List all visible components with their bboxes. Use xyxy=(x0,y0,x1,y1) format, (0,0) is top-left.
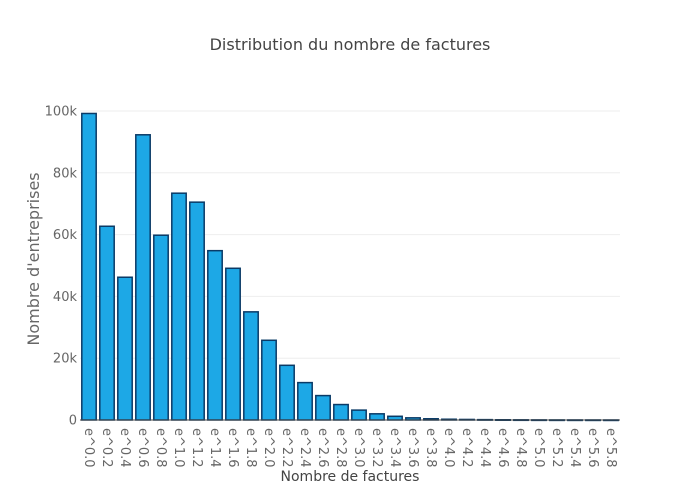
x-tick-label: e^1.8 xyxy=(243,428,258,468)
bar xyxy=(297,381,313,421)
x-tick-label: e^0.6 xyxy=(135,428,150,468)
x-tick-label: e^3.2 xyxy=(369,428,384,468)
x-tick-label: e^2.8 xyxy=(333,428,348,468)
bar xyxy=(315,394,331,421)
x-tick-label: e^0.4 xyxy=(117,428,132,468)
x-tick-label: e^1.6 xyxy=(225,428,240,468)
x-tick-label: e^0.0 xyxy=(81,428,96,468)
bars xyxy=(80,112,620,422)
y-tick-label: 60k xyxy=(53,228,78,243)
bar xyxy=(333,403,349,421)
chart-title: Distribution du nombre de factures xyxy=(210,35,491,54)
x-tick-label: e^5.4 xyxy=(567,428,582,468)
x-tick-label: e^2.6 xyxy=(315,428,330,468)
y-axis-title: Nombre d'entreprises xyxy=(24,172,43,345)
y-tick-label: 20k xyxy=(53,352,78,367)
x-tick-label: e^5.0 xyxy=(531,428,546,468)
x-tick-label: e^3.8 xyxy=(423,428,438,468)
bar xyxy=(351,409,367,421)
x-tick-label: e^4.4 xyxy=(477,428,492,468)
bar xyxy=(135,134,151,421)
bar xyxy=(225,267,241,421)
x-tick-label: e^1.4 xyxy=(207,428,222,468)
y-tick-label: 40k xyxy=(53,290,78,305)
x-tick-label: e^4.6 xyxy=(495,428,510,468)
x-tick-label: e^2.4 xyxy=(297,428,312,468)
x-tick-label: e^5.2 xyxy=(549,428,564,468)
y-tick-label: 0 xyxy=(69,414,77,429)
y-tick-label: 100k xyxy=(45,105,78,120)
bar xyxy=(153,234,169,421)
x-tick-label: e^2.0 xyxy=(261,428,276,468)
bar xyxy=(243,311,259,421)
bar xyxy=(171,192,187,421)
bar xyxy=(387,415,403,421)
x-tick-label: e^5.8 xyxy=(603,428,618,468)
x-axis-title: Nombre de factures xyxy=(281,469,420,485)
x-tick-label: e^2.2 xyxy=(279,428,294,468)
y-tick-label: 80k xyxy=(53,166,78,181)
bar xyxy=(261,339,277,421)
x-tick-label: e^1.2 xyxy=(189,428,204,468)
bar xyxy=(81,112,97,421)
x-tick-label: e^4.2 xyxy=(459,428,474,468)
x-tick-label: e^3.0 xyxy=(351,428,366,468)
bar xyxy=(369,413,385,421)
x-tick-label: e^0.2 xyxy=(99,428,114,468)
x-tick-label: e^4.8 xyxy=(513,428,528,468)
bar xyxy=(279,364,295,421)
bar xyxy=(189,201,205,421)
x-tick-label: e^1.0 xyxy=(171,428,186,468)
x-tick-label: e^5.6 xyxy=(585,428,600,468)
x-tick-label: e^3.6 xyxy=(405,428,420,468)
x-tick-label: e^0.8 xyxy=(153,428,168,468)
bar xyxy=(207,249,223,421)
x-tick-label: e^3.4 xyxy=(387,428,402,468)
x-axis-ticks: e^0.0 e^0.2 e^0.4 e^0.6 e^0.8 e^1.0 e^1.2 e^1.4… xyxy=(81,428,618,468)
gridlines xyxy=(80,110,620,359)
y-axis-ticks: 0 20k 40k 60k 80k 100k xyxy=(45,105,78,429)
bar xyxy=(117,276,133,421)
bar xyxy=(99,225,115,421)
x-tick-label: e^4.0 xyxy=(441,428,456,468)
